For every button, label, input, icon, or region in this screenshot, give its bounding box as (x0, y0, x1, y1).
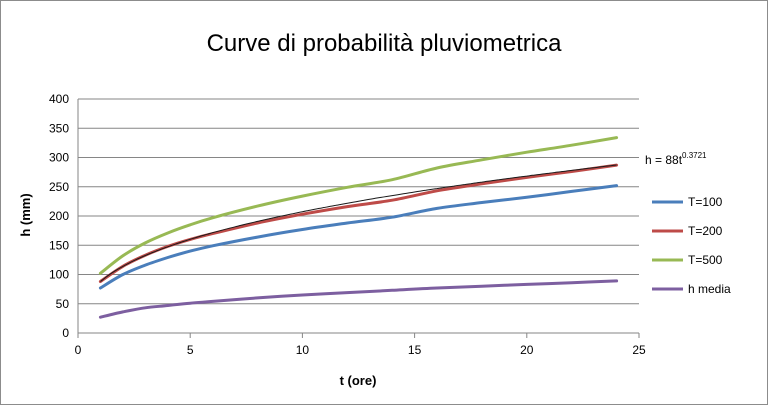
equation-exponent: 0.3721 (682, 151, 707, 160)
fit-curve-line (100, 164, 617, 282)
series-lines (98, 136, 619, 319)
equation-text: h = 88t (645, 153, 683, 167)
axes (77, 99, 640, 338)
tick-labels: 0 50 100 150 200 250 300 350 400 0 5 10 15 20 25 (49, 92, 646, 357)
legend-label: T=500 (688, 253, 723, 267)
y-tick-label: 250 (49, 180, 69, 194)
y-tick-label: 350 (49, 121, 69, 135)
x-tick-label: 0 (75, 343, 82, 357)
y-tick-label: 0 (62, 326, 69, 340)
y-tick-label: 100 (49, 268, 69, 282)
x-tick-label: 20 (520, 343, 534, 357)
equation-annotation: h = 88t0.3721 (645, 151, 707, 167)
y-axis-label: h (mm) (18, 193, 33, 236)
legend-label: T=100 (688, 195, 723, 209)
series-line-t-500 (98, 136, 619, 275)
y-tick-label: 400 (49, 92, 69, 106)
legend-label: h media (688, 282, 731, 296)
series-line-t-200 (98, 163, 619, 283)
x-tick-label: 5 (187, 343, 194, 357)
y-tick-label: 150 (49, 238, 69, 252)
x-axis-label: t (ore) (340, 373, 377, 388)
y-tick-label: 300 (49, 151, 69, 165)
legend: T=100 T=200 T=500 h media (652, 195, 731, 296)
series-line-t-100 (98, 184, 619, 290)
x-tick-label: 10 (296, 343, 310, 357)
x-tick-label: 25 (632, 343, 646, 357)
y-tick-label: 200 (49, 209, 69, 223)
x-tick-label: 15 (408, 343, 422, 357)
series-line-h-media (98, 279, 619, 319)
chart-title: Curve di probabilità pluviometrica (206, 30, 562, 57)
legend-label: T=200 (688, 224, 723, 238)
y-tick-label: 50 (56, 297, 70, 311)
